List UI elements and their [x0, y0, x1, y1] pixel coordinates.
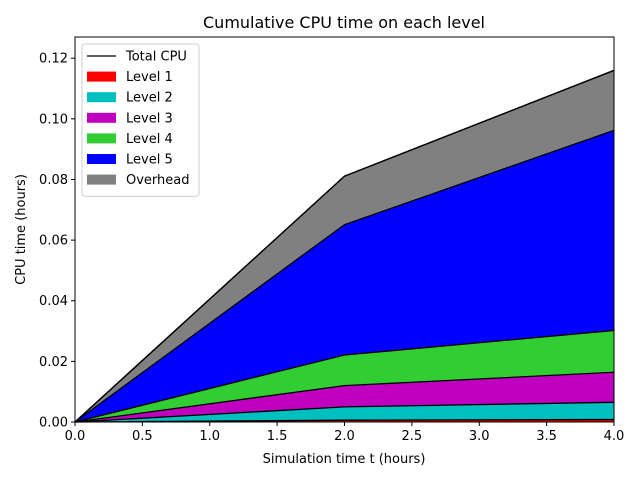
legend-label-level-1: Level 1	[126, 70, 173, 85]
x-tick-label: 1.0	[199, 429, 220, 444]
total-cpu-line	[74, 69, 615, 423]
boundary-line-1	[74, 418, 615, 423]
y-tick-label: 0.02	[39, 355, 68, 370]
legend-label-level-5: Level 5	[126, 153, 173, 168]
boundary-line-5	[74, 129, 615, 423]
legend-swatch-level-4	[87, 133, 116, 144]
legend-swatch-level-1	[87, 71, 116, 82]
legend-label-overhead: Overhead	[126, 173, 190, 188]
y-tick-label: 0.04	[39, 294, 68, 309]
x-tick-label: 2.5	[402, 429, 423, 444]
y-tick-label: 0.10	[39, 112, 68, 127]
x-tick-label: 3.5	[536, 429, 557, 444]
legend-swatch-overhead	[87, 174, 116, 185]
boundary-line-3	[74, 371, 615, 423]
x-tick-label: 0.5	[132, 429, 153, 444]
legend-swatch-level-2	[87, 92, 116, 103]
area-level-4	[75, 330, 614, 422]
area-level-5	[75, 130, 614, 423]
y-tick-label: 0.06	[39, 234, 68, 249]
x-axis-label: Simulation time t (hours)	[263, 452, 426, 467]
area-level-2	[75, 402, 614, 422]
chart-title: Cumulative CPU time on each level	[203, 13, 485, 32]
legend-label-total-cpu: Total CPU	[125, 50, 187, 65]
legend-label-level-3: Level 3	[126, 111, 173, 126]
area-overhead	[75, 70, 614, 422]
y-tick-label: 0.00	[39, 416, 68, 431]
stacked-areas	[75, 70, 614, 423]
y-axis-label: CPU time (hours)	[14, 174, 29, 285]
y-tick-label: 0.12	[39, 52, 68, 67]
x-tick-label: 4.0	[604, 429, 625, 444]
x-tick-label: 1.5	[267, 429, 288, 444]
series-boundary-lines	[74, 69, 615, 423]
boundary-line-4	[74, 329, 615, 423]
legend-swatch-level-5	[87, 154, 116, 164]
legend-label-level-4: Level 4	[126, 132, 173, 147]
x-axis-ticks: 0.0 0.5 1.0 1.5 2.0 2.5 3.0 3.5 4.0	[65, 422, 625, 444]
boundary-line-2	[74, 401, 615, 423]
y-axis-ticks: 0.00 0.02 0.04 0.06 0.08 0.10 0.12	[39, 52, 75, 431]
x-tick-label: 2.0	[334, 429, 355, 444]
x-tick-label: 0.0	[65, 429, 86, 444]
legend-label-level-2: Level 2	[126, 91, 173, 106]
x-tick-label: 3.0	[469, 429, 490, 444]
area-level-3	[75, 372, 614, 422]
y-tick-label: 0.08	[39, 173, 68, 188]
legend: Total CPU Level 1 Level 2 Level 3 Level 4 Lev…	[81, 43, 200, 197]
legend-swatch-level-3	[87, 112, 116, 123]
